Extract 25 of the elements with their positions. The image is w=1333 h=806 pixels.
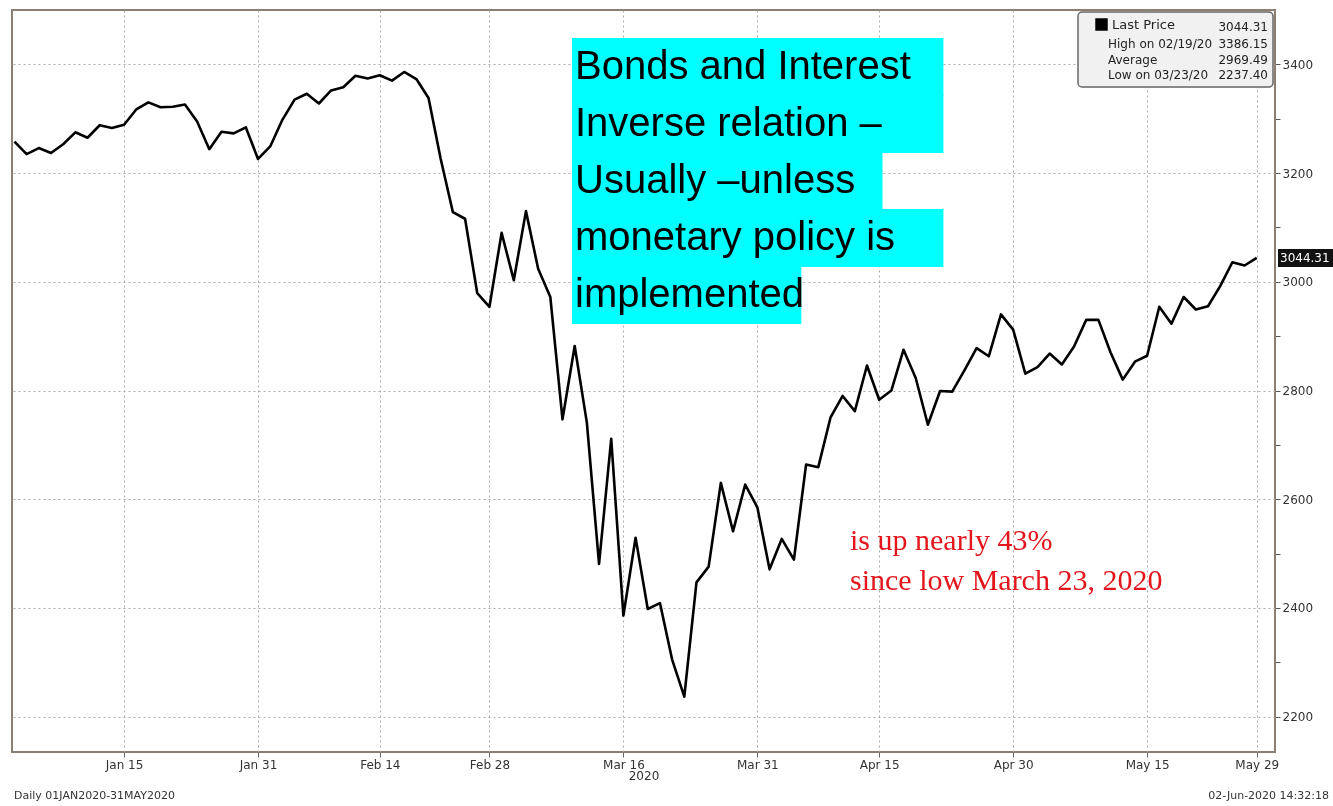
annotation: 3044.31 bbox=[1218, 20, 1268, 34]
text: High on 02/19/20 3386.15 bbox=[1108, 37, 1268, 51]
text: Daily 01JAN2020-31MAY2020 bbox=[14, 789, 175, 802]
x-tick-label: May 29 bbox=[1235, 757, 1280, 772]
x-tick-label: Jan 31 bbox=[238, 757, 278, 772]
text: 02-Jun-2020 14:32:18 bbox=[1208, 789, 1329, 802]
x-tick-label: Mar 31 bbox=[737, 757, 779, 772]
x-tick-label: May 15 bbox=[1125, 757, 1170, 772]
legend-label: Last Price bbox=[1112, 16, 1175, 32]
annotation: is up nearly 43% since low March 23, 2020 bbox=[850, 523, 1163, 596]
y-tick-label: 3000 bbox=[1282, 275, 1314, 290]
text: Average 2969.49 bbox=[1108, 52, 1268, 67]
y-tick-label: 2800 bbox=[1282, 384, 1314, 399]
x-tick-label: Feb 14 bbox=[360, 757, 401, 772]
x-tick-label: Apr 30 bbox=[993, 757, 1034, 772]
y-tick-label: 2600 bbox=[1282, 492, 1314, 507]
x-tick-label: Feb 28 bbox=[469, 757, 511, 772]
x-tick-label: Jan 15 bbox=[104, 757, 144, 772]
y-tick-label: 2200 bbox=[1282, 710, 1314, 725]
y-tick-label: 2400 bbox=[1282, 601, 1314, 616]
y-tick-label: 3200 bbox=[1282, 166, 1314, 181]
y-tick-label: 3400 bbox=[1282, 57, 1314, 72]
text: Low on 03/23/20 2237.40 bbox=[1108, 68, 1268, 82]
x-tick-label: Apr 15 bbox=[859, 757, 900, 772]
text: 3044.31 bbox=[1280, 250, 1330, 265]
